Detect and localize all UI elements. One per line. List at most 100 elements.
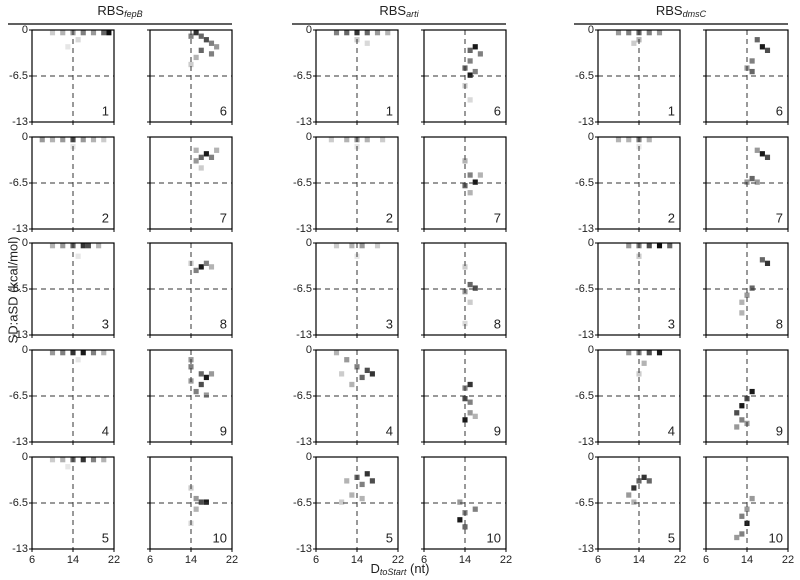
heat-cell (656, 243, 663, 249)
heat-cell (749, 388, 755, 395)
heat-cell (75, 37, 81, 43)
y-tick-label: 0 (22, 237, 28, 249)
heat-cell (193, 495, 199, 502)
panel-label: 4 (102, 423, 109, 438)
y-tick-label: -6.5 (293, 70, 312, 82)
panel-label: 7 (776, 210, 783, 225)
heat-cell (467, 97, 473, 103)
heat-cell (208, 40, 215, 46)
heat-cell (354, 364, 360, 370)
panel-label: 9 (494, 423, 501, 438)
heat-cell (193, 54, 199, 61)
heat-cell (359, 374, 365, 381)
heat-cell (349, 492, 355, 498)
heat-cell (203, 260, 209, 266)
heat-cell (457, 499, 463, 505)
heat-cell (203, 499, 209, 505)
group-title-main: RBS (379, 3, 406, 18)
heat-cell (754, 179, 760, 185)
heat-cell (380, 137, 386, 143)
panel-label: 1 (386, 103, 393, 118)
heat-cell (344, 478, 350, 484)
heat-cell (60, 30, 66, 36)
y-tick-label: 0 (588, 237, 594, 249)
heat-cell (349, 243, 355, 249)
heat-cell (631, 499, 637, 505)
heat-cell (193, 30, 199, 36)
heat-cell (462, 417, 468, 423)
x-tick-label: 6 (703, 554, 709, 566)
y-tick-label: -6.5 (9, 283, 28, 295)
heat-cell (759, 257, 765, 263)
heat-cell (208, 154, 215, 160)
heat-cell (96, 243, 102, 249)
heat-cell (462, 264, 468, 270)
y-tick-label: -6.5 (575, 177, 594, 189)
panel-label: 2 (668, 210, 675, 225)
heat-cell (759, 151, 765, 157)
heat-cell (641, 474, 647, 480)
heat-cell (344, 357, 350, 363)
y-tick-label: 0 (306, 24, 312, 36)
heat-cell (203, 37, 209, 43)
heat-cell (739, 513, 745, 519)
heat-cell (615, 30, 622, 36)
heat-cell (646, 350, 652, 356)
x-tick-label: 14 (67, 554, 79, 566)
heat-cell (198, 381, 204, 388)
x-tick-label: 22 (782, 554, 794, 566)
heat-cell (734, 534, 740, 541)
heat-cell (467, 47, 473, 53)
heat-cell (646, 243, 652, 249)
heat-cell (636, 478, 642, 484)
heat-cell (749, 285, 755, 291)
heat-cell (626, 350, 632, 356)
group-title-main: RBS (656, 3, 683, 18)
y-axis-label: SD:aSD (kcal/mol) (5, 237, 20, 344)
y-tick-label: -6.5 (293, 283, 312, 295)
y-tick-label: 0 (306, 131, 312, 143)
heat-cell (60, 350, 66, 356)
y-tick-label: -6.5 (575, 283, 594, 295)
x-axis-label: DtoStart (nt) (370, 561, 429, 577)
y-tick-label: 0 (588, 24, 594, 36)
x-tick-label: 6 (421, 554, 427, 566)
y-tick-label: -13 (12, 329, 28, 341)
y-tick-label: 0 (306, 344, 312, 356)
heat-cell (49, 457, 56, 463)
heat-cell (188, 364, 194, 370)
panel-label: 10 (769, 530, 783, 545)
heat-cell (339, 371, 345, 377)
heat-cell (364, 30, 370, 36)
heat-cell (457, 517, 463, 523)
heat-cell (467, 410, 473, 416)
heat-cell (472, 413, 478, 419)
heat-cell (364, 367, 370, 373)
x-tick-label: 14 (351, 554, 363, 566)
y-tick-label: -13 (578, 543, 594, 555)
y-tick-label: 0 (306, 237, 312, 249)
panel-label: 6 (220, 103, 227, 118)
panel-label: 8 (776, 316, 783, 331)
heat-cell (385, 30, 391, 36)
heat-cell (739, 310, 745, 316)
y-tick-label: -13 (296, 116, 312, 128)
heat-cell (328, 137, 334, 143)
y-tick-label: -6.5 (575, 390, 594, 402)
heat-cell (90, 137, 97, 143)
y-tick-label: 0 (22, 451, 28, 463)
heat-cell (749, 495, 755, 502)
heat-cell (369, 478, 375, 484)
panel-label: 9 (220, 423, 227, 438)
heat-cell (626, 137, 632, 143)
x-tick-label: 22 (226, 554, 238, 566)
heat-cell (374, 30, 381, 36)
panel-label: 2 (386, 210, 393, 225)
heat-cell (749, 175, 755, 182)
heat-cell (106, 30, 112, 36)
heat-cell (462, 158, 468, 164)
x-tick-label: 14 (741, 554, 753, 566)
y-tick-label: -13 (12, 223, 28, 235)
y-tick-label: -6.5 (9, 390, 28, 402)
panel-label: 1 (102, 103, 109, 118)
